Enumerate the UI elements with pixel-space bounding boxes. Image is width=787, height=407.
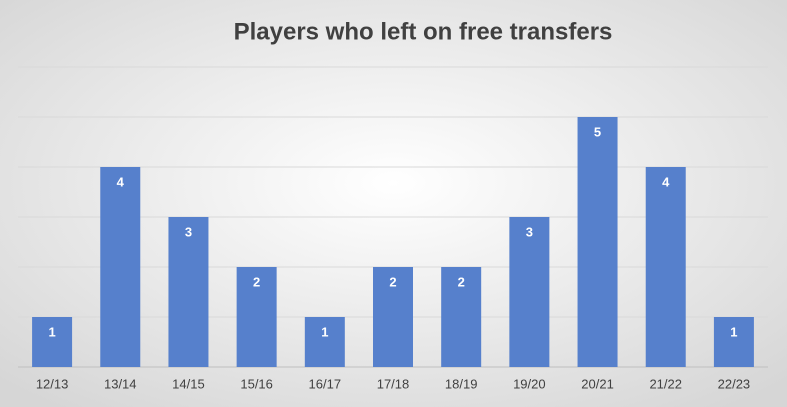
bar xyxy=(373,267,413,367)
bar xyxy=(509,217,550,367)
x-tick-label: 14/15 xyxy=(172,376,205,391)
bar xyxy=(304,317,345,367)
x-tick-label: 20/21 xyxy=(581,376,614,391)
chart-title: Players who left on free transfers xyxy=(234,18,613,45)
value-label: 4 xyxy=(662,174,670,189)
value-label: 1 xyxy=(730,324,737,339)
bar xyxy=(32,317,73,367)
value-label: 2 xyxy=(389,274,396,289)
bar xyxy=(577,117,618,367)
bar xyxy=(168,217,209,367)
x-tick-label: 16/17 xyxy=(309,376,342,391)
x-tick-label: 17/18 xyxy=(377,376,410,391)
x-tick-label: 13/14 xyxy=(104,376,137,391)
x-tick-label: 18/19 xyxy=(445,376,478,391)
x-tick-label: 12/13 xyxy=(36,376,69,391)
x-tick-label: 19/20 xyxy=(513,376,546,391)
bar xyxy=(236,267,277,367)
value-label: 1 xyxy=(48,324,55,339)
x-tick-label: 21/22 xyxy=(649,376,682,391)
bar xyxy=(100,167,141,367)
value-label: 3 xyxy=(526,224,533,239)
bar xyxy=(441,267,482,367)
bar xyxy=(713,317,754,367)
value-label: 2 xyxy=(253,274,260,289)
value-label: 2 xyxy=(458,274,465,289)
bar xyxy=(645,167,686,367)
x-tick-label: 22/23 xyxy=(718,376,751,391)
value-label: 4 xyxy=(117,174,125,189)
value-label: 5 xyxy=(594,124,601,139)
value-label: 3 xyxy=(185,224,192,239)
x-tick-label: 15/16 xyxy=(240,376,273,391)
value-label: 1 xyxy=(321,324,328,339)
